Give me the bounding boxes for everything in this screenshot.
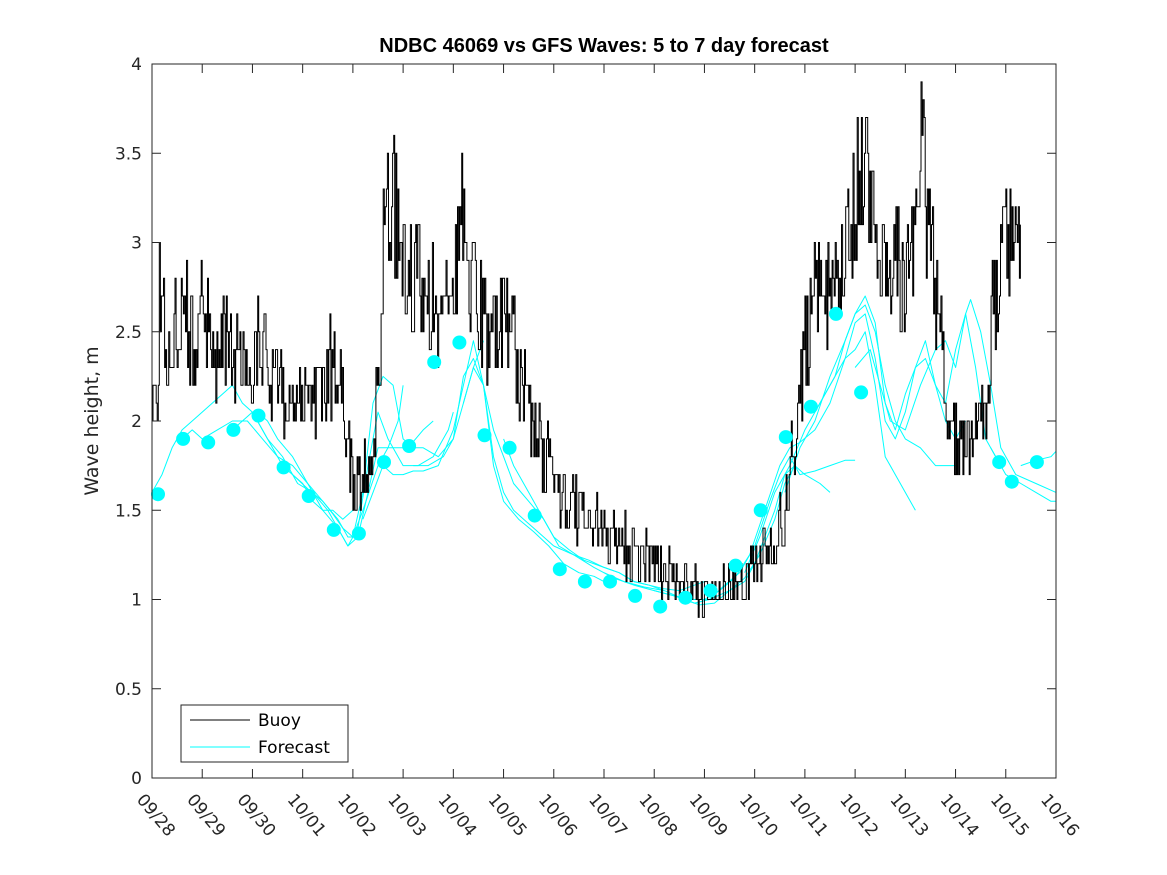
forecast-point xyxy=(477,428,492,443)
y-tick-label: 1.5 xyxy=(115,501,142,521)
y-tick-label: 3.5 xyxy=(115,144,142,164)
forecast-point xyxy=(527,508,542,523)
forecast-point xyxy=(803,399,818,414)
forecast-point xyxy=(427,355,442,370)
forecast-point xyxy=(628,588,643,603)
y-tick-label: 0 xyxy=(131,769,142,789)
forecast-point xyxy=(1029,455,1044,470)
forecast-point xyxy=(326,522,341,537)
y-axis: 0 0.5 1 1.5 2 2.5 3 3.5 4 xyxy=(115,55,1056,789)
legend-label-forecast: Forecast xyxy=(258,738,330,758)
forecast-point xyxy=(753,503,768,518)
forecast-point xyxy=(351,526,366,541)
forecast-point xyxy=(992,455,1007,470)
chart-title: NDBC 46069 vs GFS Waves: 5 to 7 day fore… xyxy=(379,35,829,57)
y-tick-label: 2.5 xyxy=(115,323,142,343)
forecast-cycle-line xyxy=(854,299,1057,493)
forecast-point xyxy=(829,306,843,321)
forecast-point xyxy=(653,599,668,614)
forecast-point xyxy=(377,455,391,470)
forecast-point xyxy=(577,574,592,589)
forecast-point xyxy=(151,487,165,502)
y-tick-label: 3 xyxy=(131,234,142,254)
forecast-point xyxy=(402,439,417,453)
forecast-point xyxy=(251,408,266,423)
y-tick-label: 4 xyxy=(131,55,142,75)
legend: Buoy Forecast xyxy=(180,704,349,763)
forecast-point xyxy=(703,583,718,598)
forecast-cycle-line xyxy=(503,438,705,592)
forecast-point xyxy=(176,431,191,446)
forecast-cycle-line xyxy=(1020,450,1057,467)
forecast-point xyxy=(301,489,316,503)
forecast-point xyxy=(452,335,467,350)
forecast-point xyxy=(678,590,693,605)
forecast-point xyxy=(854,385,869,400)
buoy-line-path xyxy=(152,81,1021,618)
forecast-cycle-line xyxy=(362,340,555,547)
y-axis-label: Wave height, m xyxy=(81,346,103,495)
forecast-verification-points xyxy=(151,306,1044,614)
forecast-cycle-line xyxy=(990,447,1056,502)
buoy-series xyxy=(152,81,1021,618)
legend-box xyxy=(180,704,349,763)
forecast-point xyxy=(728,558,743,573)
legend-label-buoy: Buoy xyxy=(258,711,301,731)
forecast-point xyxy=(603,574,617,589)
y-tick-label: 0.5 xyxy=(115,680,142,700)
forecast-cycle-line xyxy=(704,331,916,600)
forecast-point xyxy=(552,562,567,577)
forecast-cycle-line xyxy=(814,313,997,457)
forecast-point xyxy=(502,440,517,455)
forecast-point xyxy=(226,422,241,437)
forecast-point xyxy=(276,460,291,475)
forecast-cycle-line xyxy=(413,358,614,583)
forecast-point xyxy=(1004,474,1019,489)
y-tick-label: 2 xyxy=(131,412,142,432)
forecast-point xyxy=(201,435,216,450)
forecast-point xyxy=(778,430,793,445)
y-tick-label: 1 xyxy=(131,591,142,611)
